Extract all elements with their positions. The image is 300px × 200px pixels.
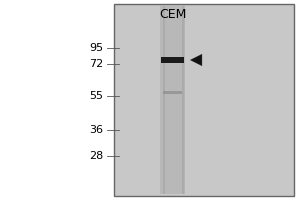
Text: 72: 72 bbox=[89, 59, 103, 69]
Bar bbox=[163, 6, 165, 194]
Bar bbox=[164, 91, 181, 94]
Bar bbox=[160, 6, 184, 194]
Bar bbox=[182, 6, 184, 194]
Text: CEM: CEM bbox=[159, 7, 186, 21]
Text: 55: 55 bbox=[89, 91, 103, 101]
Bar bbox=[114, 4, 294, 196]
Text: 95: 95 bbox=[89, 43, 103, 53]
Bar bbox=[161, 57, 184, 63]
Text: 28: 28 bbox=[89, 151, 103, 161]
Text: 36: 36 bbox=[89, 125, 103, 135]
Polygon shape bbox=[190, 54, 202, 66]
